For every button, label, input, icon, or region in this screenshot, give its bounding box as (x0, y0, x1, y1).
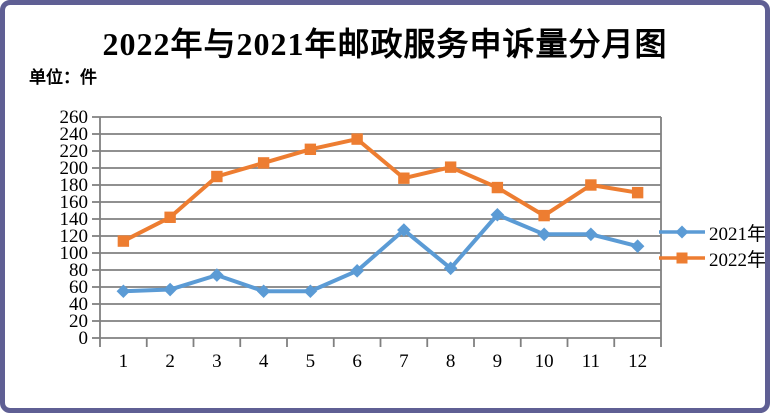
svg-text:220: 220 (60, 141, 89, 162)
svg-text:80: 80 (69, 260, 88, 281)
legend-label-2021: 2021年 (709, 223, 767, 245)
svg-text:1: 1 (119, 351, 129, 372)
svg-text:3: 3 (212, 351, 222, 372)
legend-item-2022: 2022年 (659, 245, 767, 271)
legend: 2021年 2022年 (659, 219, 767, 271)
svg-text:12: 12 (628, 351, 647, 372)
svg-text:240: 240 (60, 124, 89, 145)
svg-text:5: 5 (306, 351, 316, 372)
svg-text:8: 8 (446, 351, 456, 372)
svg-text:4: 4 (259, 351, 269, 372)
svg-text:140: 140 (60, 209, 89, 230)
svg-text:100: 100 (60, 243, 89, 264)
series-2021年 (116, 207, 645, 299)
svg-text:180: 180 (60, 175, 89, 196)
svg-text:6: 6 (352, 351, 362, 372)
legend-item-2021: 2021年 (659, 219, 767, 245)
svg-text:9: 9 (493, 351, 503, 372)
legend-marker-2021-diamond-icon (659, 225, 705, 239)
svg-text:160: 160 (60, 192, 89, 213)
svg-text:2: 2 (165, 351, 175, 372)
svg-text:0: 0 (79, 328, 89, 349)
svg-text:120: 120 (60, 226, 89, 247)
svg-text:11: 11 (582, 351, 600, 372)
svg-text:200: 200 (60, 158, 89, 179)
axes (92, 116, 662, 347)
gridlines (100, 116, 661, 339)
chart-title: 2022年与2021年邮政服务申诉量分月图 (102, 26, 668, 62)
svg-text:260: 260 (60, 107, 89, 128)
unit-label: 单位：件 (29, 68, 97, 87)
svg-text:60: 60 (69, 277, 88, 298)
series-2022年 (117, 133, 644, 247)
svg-text:40: 40 (69, 294, 88, 315)
legend-marker-2022-square-icon (659, 252, 705, 264)
svg-text:7: 7 (399, 351, 409, 372)
svg-text:10: 10 (535, 351, 554, 372)
svg-text:20: 20 (69, 311, 88, 332)
legend-label-2022: 2022年 (709, 249, 767, 271)
